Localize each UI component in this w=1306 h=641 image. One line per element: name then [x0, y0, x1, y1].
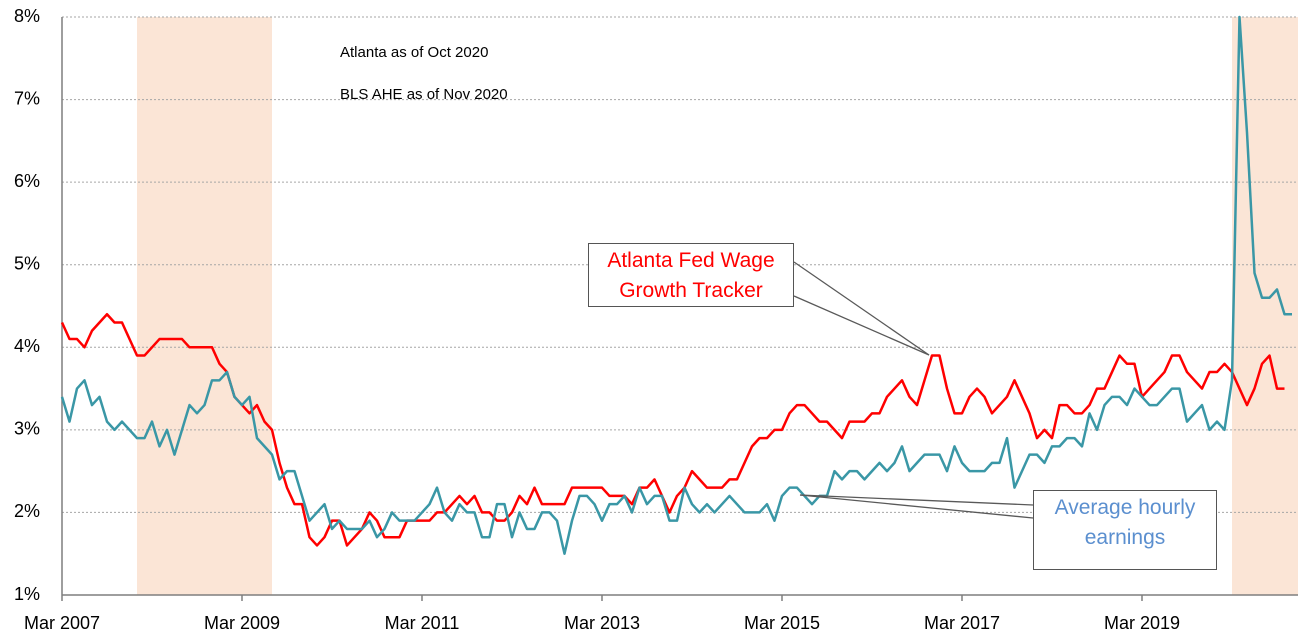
y-tick-label: 5%: [14, 253, 40, 273]
annotation: BLS AHE as of Nov 2020: [340, 86, 508, 103]
y-tick-label: 2%: [14, 501, 40, 521]
y-tick-label: 1%: [14, 584, 40, 604]
y-tick-label: 4%: [14, 336, 40, 356]
y-tick-label: 3%: [14, 419, 40, 439]
annotation: Atlanta as of Oct 2020: [340, 44, 488, 61]
y-tick-label: 7%: [14, 88, 40, 108]
y-tick-label: 8%: [14, 6, 40, 26]
series-label: Average hourly earnings: [1033, 490, 1217, 570]
series-line: [60, 15, 1292, 555]
x-tick-label: Mar 2019: [1104, 613, 1180, 633]
x-tick-label: Mar 2015: [744, 613, 820, 633]
callout-line: [793, 261, 930, 356]
x-tick-label: Mar 2007: [24, 613, 100, 633]
x-tick-label: Mar 2011: [385, 613, 460, 633]
callout-line: [799, 494, 1034, 506]
shaded-period: [137, 17, 272, 595]
y-tick-label: 6%: [14, 171, 40, 191]
series-label: Atlanta Fed Wage Growth Tracker: [588, 243, 794, 307]
callout-line: [799, 494, 1034, 519]
x-tick-label: Mar 2009: [204, 613, 280, 633]
series-line: [60, 313, 1285, 547]
callout-line: [793, 295, 930, 356]
x-tick-label: Mar 2017: [924, 613, 1000, 633]
x-tick-label: Mar 2013: [564, 613, 640, 633]
shaded-period: [1232, 17, 1298, 595]
